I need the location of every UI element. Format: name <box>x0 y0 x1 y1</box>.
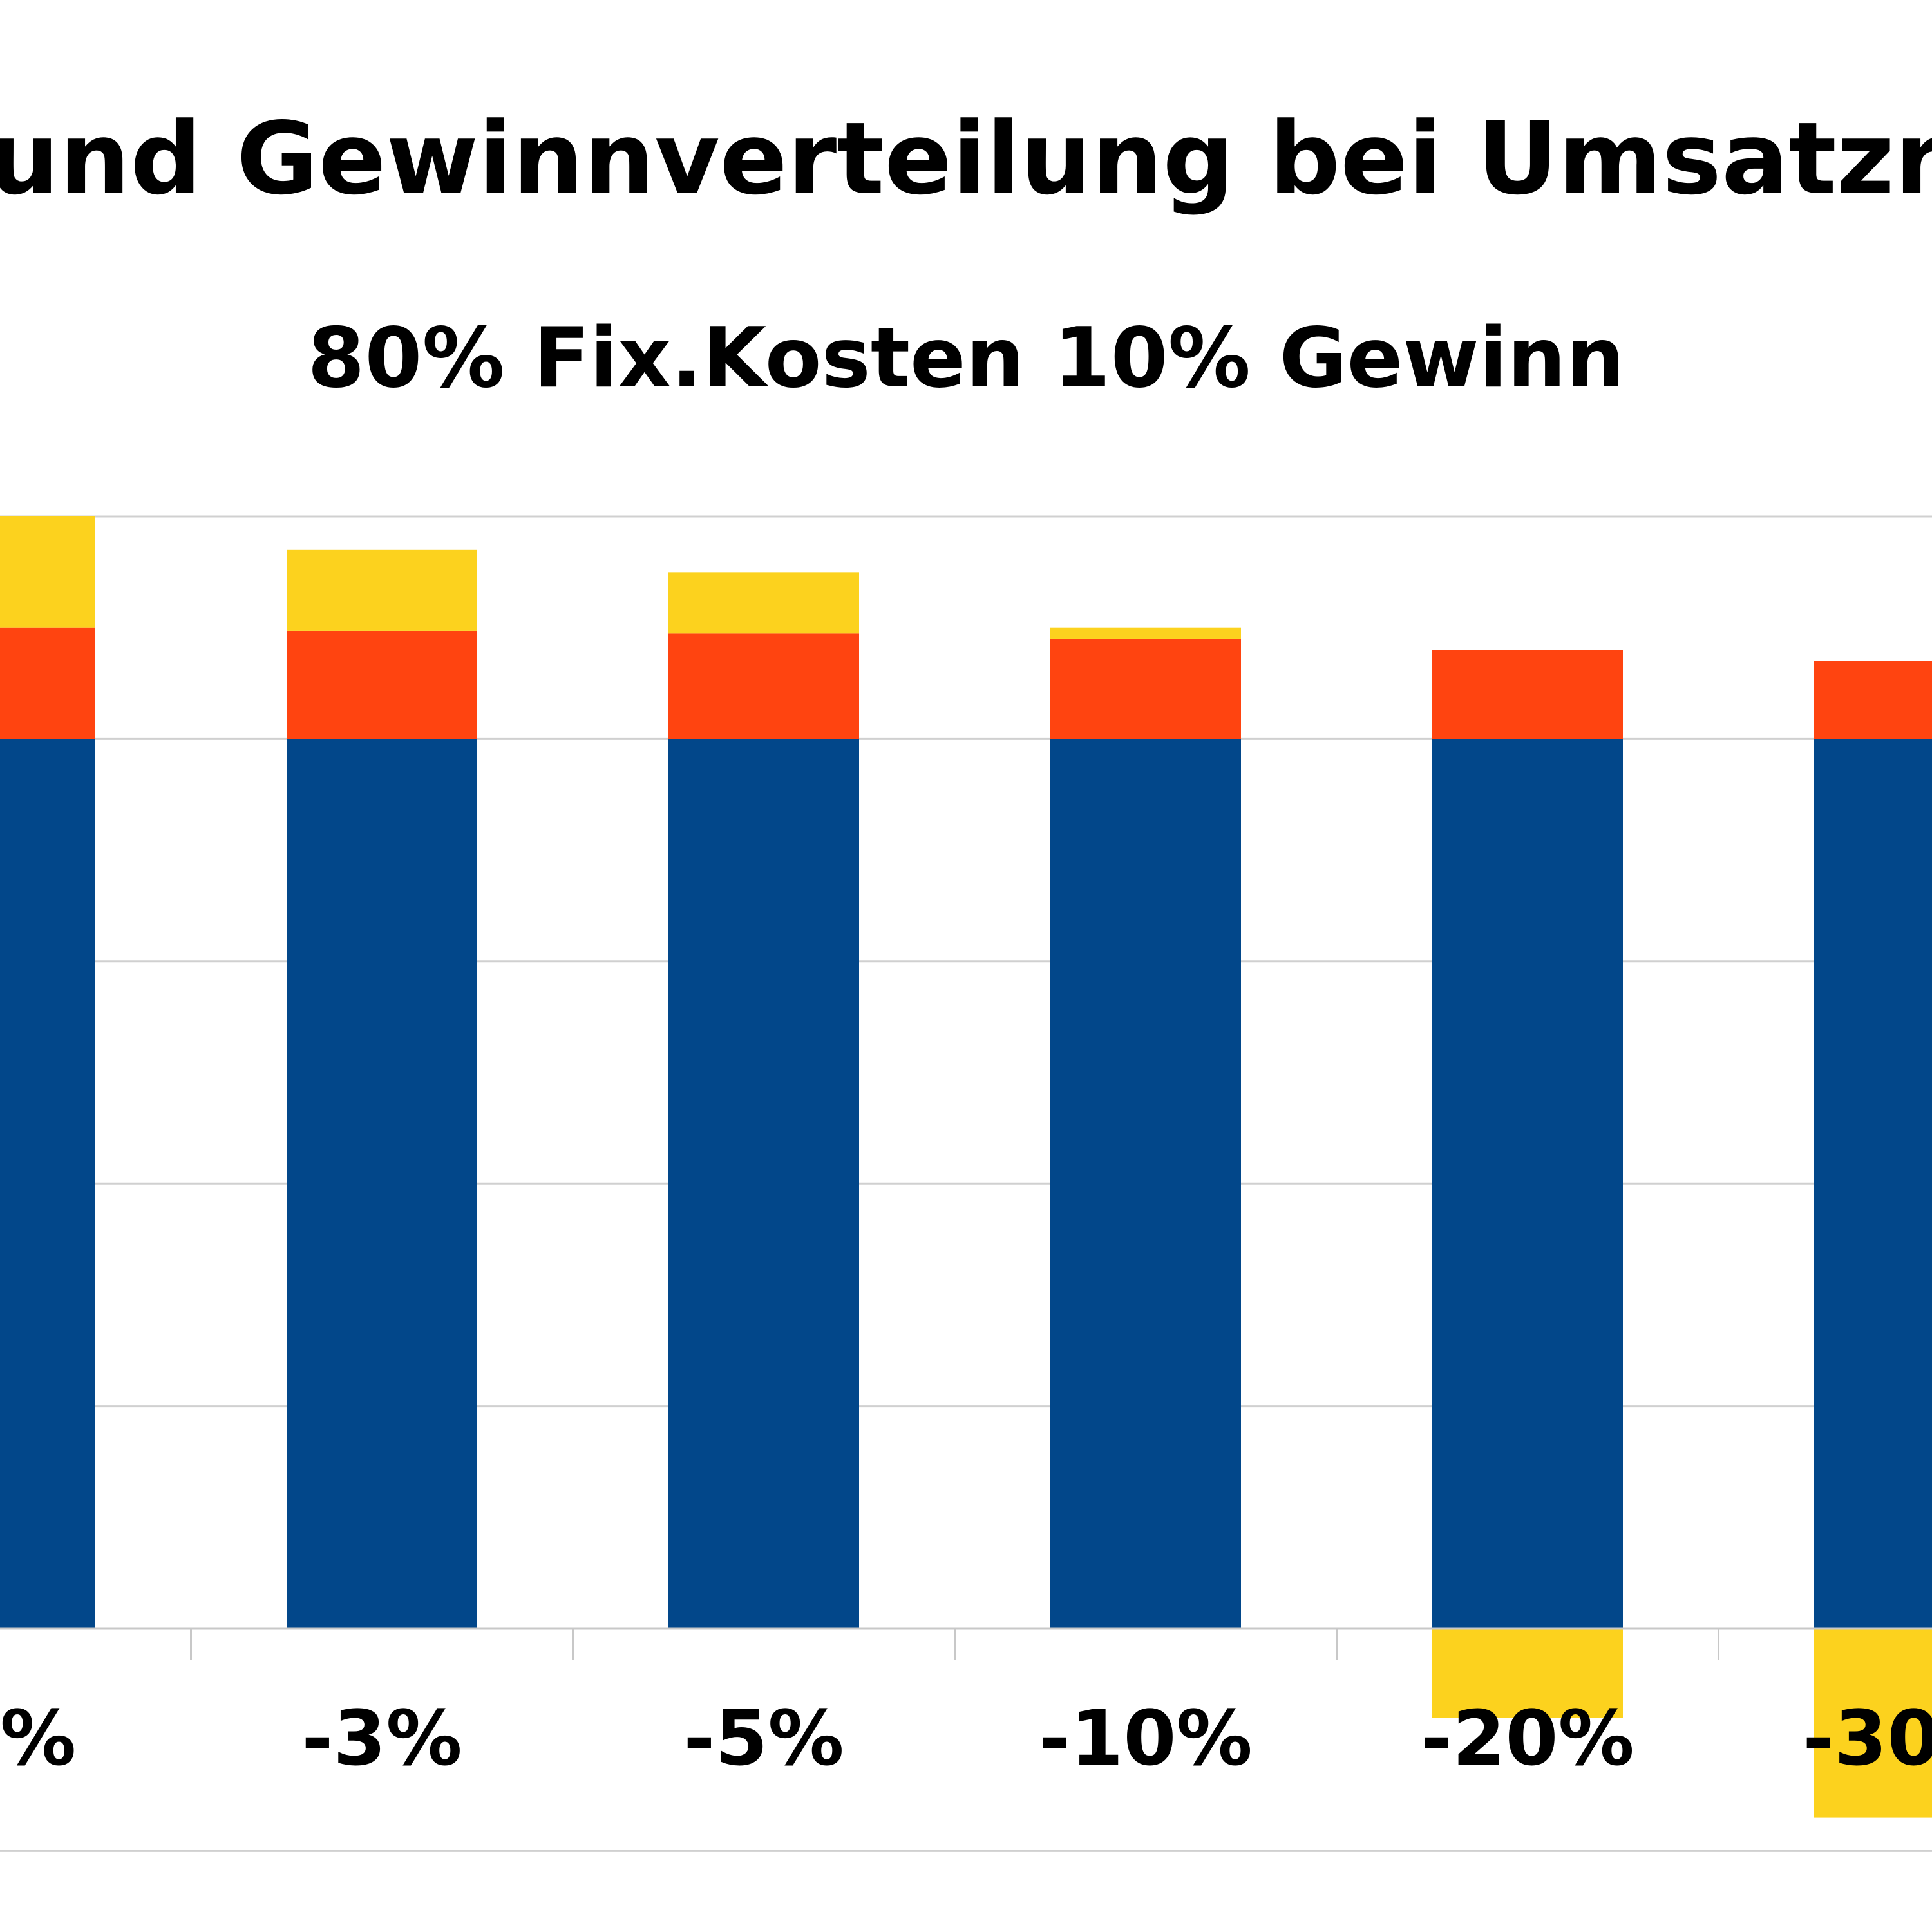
x-tick-label: -3% <box>301 1694 462 1783</box>
bar-segment-series-3-0 <box>0 516 95 628</box>
x-axis-tick-labels: % -3% -5% -10% -20% -30% <box>0 1694 1932 1783</box>
bar-segment-series-3-2 <box>668 572 859 634</box>
bar-segment-series-1-5 <box>1814 739 1932 1629</box>
bar-segment-series-2-1 <box>287 630 477 739</box>
bar-segment-series-1-1 <box>287 739 477 1629</box>
bar-segment-series-3-1 <box>287 549 477 631</box>
bar-segment-series-3-3 <box>1050 627 1241 639</box>
bar-segment-series-1-4 <box>1432 739 1623 1629</box>
chart-title: und Gewinnverteilung bei Umsatzr <box>0 100 1932 217</box>
x-tick-label: -10% <box>1039 1694 1252 1783</box>
bar-segment-series-2-3 <box>1050 638 1241 739</box>
bar-segment-series-3-4 <box>1432 1629 1623 1718</box>
bar-segment-series-2-4 <box>1432 650 1623 739</box>
chart-subtitle: 80% Fix.Kosten 10% Gewinn <box>307 310 1624 406</box>
bar-segment-series-2-0 <box>0 627 95 739</box>
bar-segment-series-3-5 <box>1814 1629 1932 1818</box>
bar-segment-series-2-2 <box>668 633 859 739</box>
bar-segment-series-1-0 <box>0 739 95 1629</box>
bar-segment-series-1-3 <box>1050 739 1241 1629</box>
x-tick-label: -20% <box>1421 1694 1634 1783</box>
bar-segment-series-1-2 <box>668 739 859 1629</box>
x-tick-label: -30% <box>1803 1694 1932 1783</box>
bars <box>0 516 1932 1818</box>
x-tick-label: % <box>0 1694 76 1783</box>
x-axis-ticks <box>190 1629 1719 1660</box>
x-tick-label: -5% <box>683 1694 844 1783</box>
bar-segment-series-2-5 <box>1814 661 1932 739</box>
